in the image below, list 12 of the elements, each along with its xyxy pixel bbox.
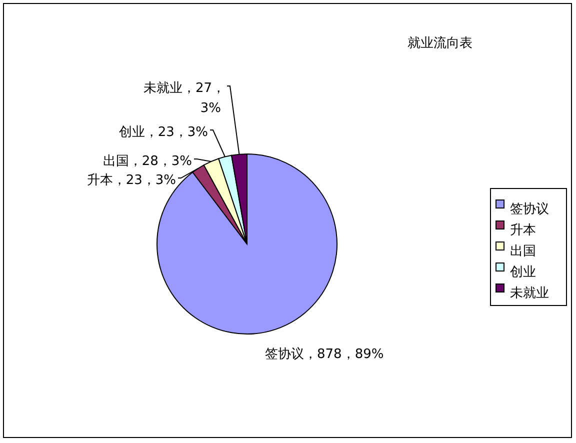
pie-slice <box>156 154 338 334</box>
legend-label: 升本 <box>510 223 536 238</box>
chart-title: 就业流向表 <box>408 35 472 51</box>
legend-label: 签协议 <box>510 202 549 217</box>
data-label: 签协议，878，89% <box>265 347 384 362</box>
data-label: 未就业，27，3% <box>143 81 225 116</box>
legend-label: 创业 <box>510 265 536 280</box>
legend-label: 未就业 <box>510 286 549 301</box>
data-label: 创业，23，3% <box>118 125 208 140</box>
data-label: 升本，23，3% <box>86 173 176 188</box>
data-label: 出国，28，3% <box>102 154 192 169</box>
legend-label: 出国 <box>510 244 536 259</box>
